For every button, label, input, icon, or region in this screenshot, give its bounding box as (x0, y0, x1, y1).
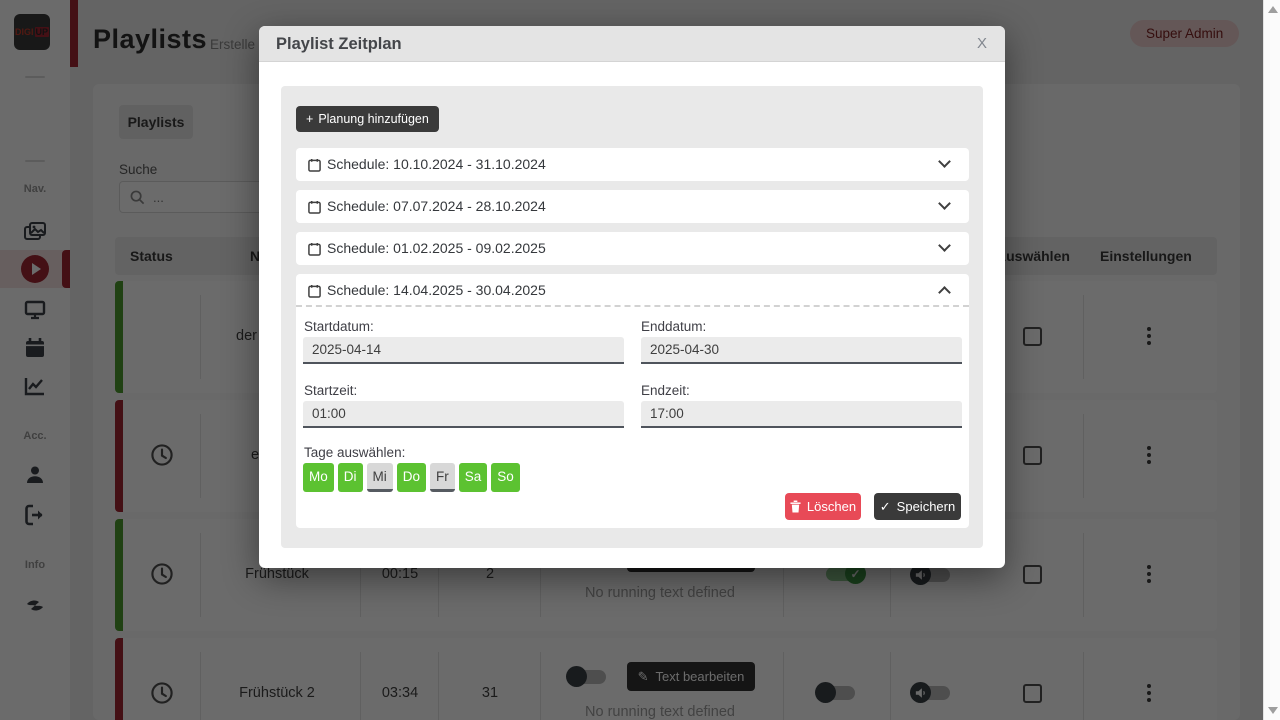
add-schedule-button[interactable]: + Planung hinzufügen (296, 106, 439, 132)
chevron-up-icon[interactable] (938, 286, 951, 299)
schedule-panel: + Planung hinzufügen Schedule: 10.10.202… (281, 86, 983, 548)
scroll-down-icon[interactable] (1268, 707, 1278, 714)
end-time-input[interactable] (641, 401, 962, 428)
close-icon[interactable]: X (976, 35, 987, 52)
schedule-accordion-header[interactable]: Schedule: 14.04.2025 - 30.04.2025 (296, 274, 969, 307)
schedule-label: Schedule: 07.07.2024 - 28.10.2024 (327, 198, 546, 214)
modal-header: Playlist Zeitplan X (259, 26, 1005, 62)
schedule-accordion-item[interactable]: Schedule: 07.07.2024 - 28.10.2024 (296, 190, 969, 223)
day-selector: Mo Di Mi Do Fr Sa So (303, 463, 520, 492)
calendar-icon (308, 158, 321, 172)
end-time-label: Endzeit: (641, 383, 690, 398)
end-date-label: Enddatum: (641, 319, 707, 334)
schedule-label: Schedule: 10.10.2024 - 31.10.2024 (327, 156, 546, 172)
day-button-sa[interactable]: Sa (458, 463, 488, 492)
trash-icon (790, 500, 801, 513)
schedule-label: Schedule: 01.02.2025 - 09.02.2025 (327, 240, 546, 256)
chevron-down-icon[interactable] (938, 155, 951, 168)
day-button-di[interactable]: Di (337, 463, 363, 492)
calendar-icon (308, 200, 321, 214)
start-date-input[interactable] (303, 337, 624, 364)
days-label: Tage auswählen: (304, 445, 406, 460)
start-time-input[interactable] (303, 401, 624, 428)
day-button-fr[interactable]: Fr (430, 463, 455, 492)
plus-icon: + (306, 112, 314, 126)
start-date-label: Startdatum: (304, 319, 374, 334)
modal-title: Playlist Zeitplan (276, 35, 402, 53)
chevron-down-icon[interactable] (938, 197, 951, 210)
calendar-icon (308, 284, 321, 298)
end-date-input[interactable] (641, 337, 962, 364)
delete-button[interactable]: Löschen (785, 493, 861, 520)
start-time-label: Startzeit: (304, 383, 358, 398)
schedule-accordion-item-expanded: Schedule: 14.04.2025 - 30.04.2025 Startd… (296, 274, 969, 528)
scroll-up-icon[interactable] (1268, 6, 1278, 13)
schedule-accordion-item[interactable]: Schedule: 01.02.2025 - 09.02.2025 (296, 232, 969, 265)
day-button-mi[interactable]: Mi (366, 463, 393, 492)
calendar-icon (308, 242, 321, 256)
scrollbar[interactable] (1263, 0, 1280, 720)
save-button[interactable]: ✓ Speichern (874, 493, 961, 520)
check-icon: ✓ (879, 498, 891, 514)
schedule-label: Schedule: 14.04.2025 - 30.04.2025 (327, 282, 546, 298)
schedule-accordion-item[interactable]: Schedule: 10.10.2024 - 31.10.2024 (296, 148, 969, 181)
day-button-do[interactable]: Do (396, 463, 427, 492)
day-button-mo[interactable]: Mo (303, 463, 334, 492)
chevron-down-icon[interactable] (938, 239, 951, 252)
day-button-so[interactable]: So (491, 463, 520, 492)
playlist-schedule-modal: Playlist Zeitplan X + Planung hinzufügen… (259, 26, 1005, 568)
